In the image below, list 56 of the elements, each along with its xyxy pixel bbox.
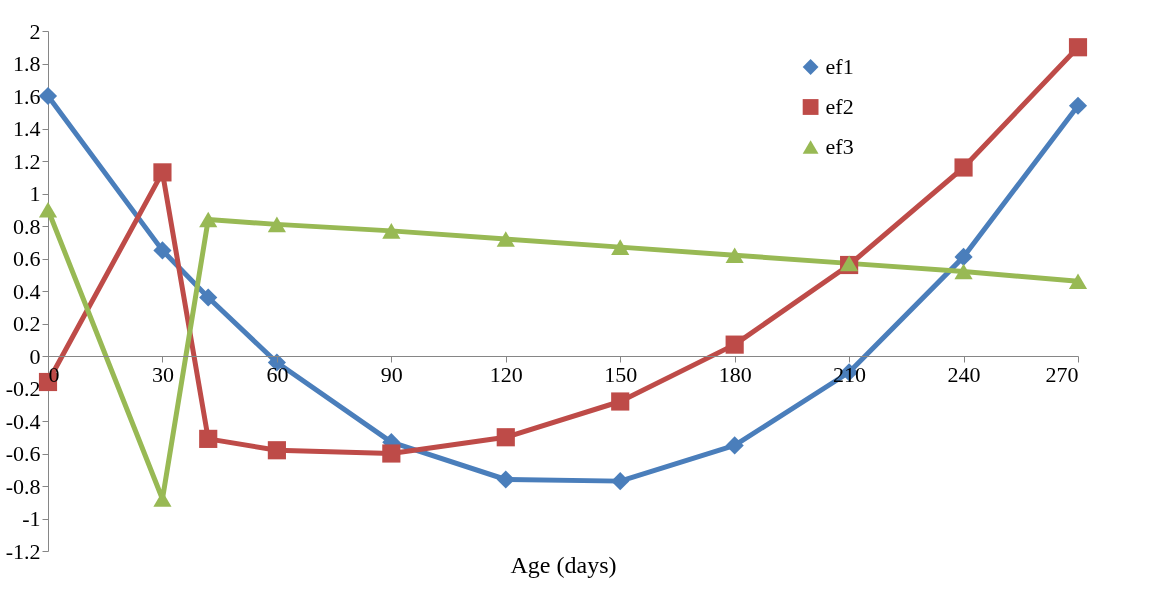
point [496, 231, 515, 247]
point [1068, 96, 1088, 115]
legend-label: ef2 [825, 94, 854, 119]
point [153, 163, 172, 182]
point [725, 436, 744, 455]
y-tick-label: 1.2 [13, 148, 41, 174]
y-tick-label: -1.2 [5, 538, 41, 564]
point [496, 428, 515, 447]
point [611, 472, 630, 491]
point [611, 392, 630, 411]
point [38, 86, 58, 106]
point [1068, 273, 1088, 290]
y-tick-label: 1.8 [13, 51, 41, 76]
point [153, 241, 172, 260]
y-tick-label: 0.8 [13, 213, 41, 239]
y-tick-label: -0.4 [5, 408, 41, 434]
point [954, 263, 973, 280]
point [38, 201, 58, 218]
point [954, 247, 973, 266]
point [1068, 38, 1088, 57]
y-tick-label: 0 [29, 343, 41, 369]
x-axis-title: Age (days) [510, 551, 617, 578]
y-tick-label: -1 [22, 506, 41, 531]
point [199, 288, 218, 307]
y-tick-label: 1.4 [13, 116, 41, 141]
x-tick-label: 210 [833, 361, 867, 387]
x-tick-label: 30 [151, 361, 174, 387]
y-tick-label: -0.2 [5, 376, 41, 401]
x-tick-label: 60 [266, 361, 289, 387]
y-tick-label: 2 [29, 18, 41, 44]
x-tick-label: 270 [1045, 361, 1079, 387]
y-tick-label: 0.2 [13, 311, 41, 336]
y-tick-label: -0.6 [5, 441, 41, 466]
y-tick-label: 0.6 [13, 246, 41, 271]
x-tick-label: 180 [718, 361, 752, 387]
point [954, 158, 973, 177]
x-tick-label: 120 [489, 361, 523, 387]
x-tick-label: 90 [380, 361, 403, 387]
y-tick-label: -0.8 [5, 473, 41, 499]
point [199, 211, 218, 228]
x-tick-label: 150 [604, 361, 638, 387]
point [199, 429, 218, 448]
point [382, 223, 401, 239]
point [725, 335, 744, 354]
legend-label: ef1 [825, 54, 854, 79]
x-tick-label: 240 [947, 361, 981, 387]
legend-label: ef3 [825, 134, 854, 159]
point [725, 247, 744, 264]
point [267, 441, 286, 460]
point [496, 470, 515, 489]
point [611, 239, 630, 255]
point [382, 444, 401, 463]
y-tick-label: 1 [29, 181, 41, 206]
point [267, 216, 286, 233]
y-tick-label: 1.6 [13, 83, 41, 109]
y-tick-label: 0.4 [13, 278, 41, 304]
